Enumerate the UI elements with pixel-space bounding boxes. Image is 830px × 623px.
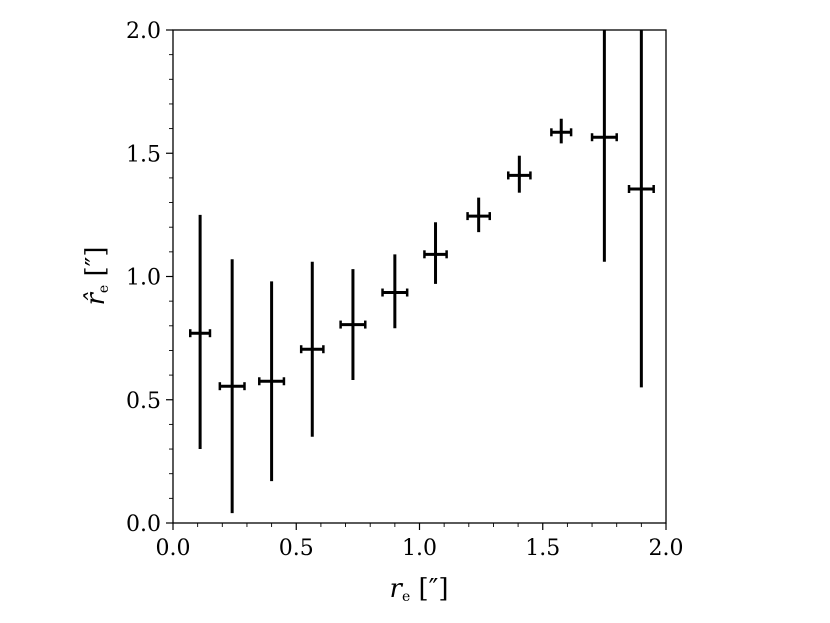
x-tick-label: 1.5 <box>525 536 560 561</box>
error-bar-point <box>590 30 618 262</box>
y-tick-label: 0.5 <box>126 389 161 414</box>
error-bar-point <box>299 261 325 437</box>
error-bar-point <box>466 197 492 233</box>
error-bar-point <box>423 222 448 284</box>
x-tick-label: 0.0 <box>156 536 191 561</box>
x-tick-label: 2.0 <box>649 536 684 561</box>
plot-frame <box>172 29 667 524</box>
x-axis-label: re [″] <box>390 574 449 605</box>
error-bar-point <box>258 281 286 482</box>
error-bar-point <box>339 269 367 381</box>
error-bar-point <box>218 259 246 514</box>
y-tick-label: 2.0 <box>126 19 161 44</box>
error-bar-point <box>627 30 655 388</box>
error-bar-point <box>381 254 409 329</box>
data-points <box>189 30 655 514</box>
error-bar-point <box>189 214 212 450</box>
error-bar-point <box>550 118 573 144</box>
y-tick-label: 1.5 <box>126 142 161 167</box>
x-tick-label: 1.0 <box>402 536 437 561</box>
y-tick-label: 0.0 <box>126 512 161 537</box>
y-axis-label: r̂e [″] <box>81 247 112 306</box>
x-tick-labels: 0.0 0.5 1.0 1.5 2.0 <box>156 536 684 561</box>
y-tick-labels: 0.0 0.5 1.0 1.5 2.0 <box>126 19 161 537</box>
x-tick-label: 0.5 <box>279 536 314 561</box>
error-bar-point <box>506 155 532 193</box>
axis-ticks <box>166 29 667 530</box>
y-tick-label: 1.0 <box>126 266 161 291</box>
